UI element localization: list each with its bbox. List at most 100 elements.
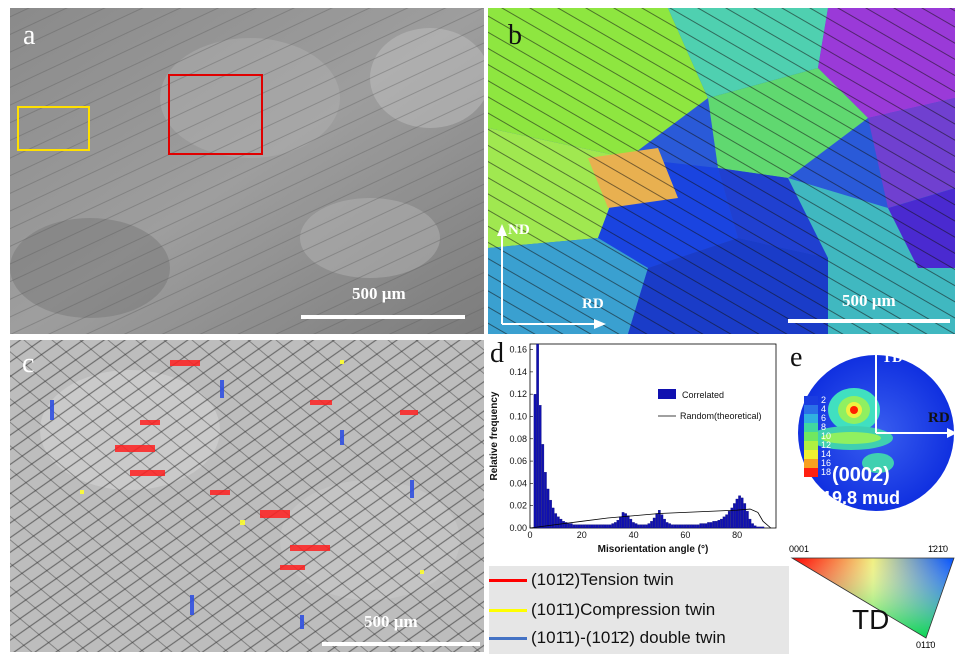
histogram-bar xyxy=(645,524,648,529)
y-tick-label: 0.06 xyxy=(509,456,527,466)
y-tick-label: 0.00 xyxy=(509,523,527,533)
histogram-bar xyxy=(626,515,630,529)
y-axis-title: Relative frequency xyxy=(489,391,500,480)
histogram-bar xyxy=(759,526,762,529)
histogram-bar xyxy=(541,444,545,529)
histogram-bar xyxy=(738,495,741,529)
x-tick-label: 20 xyxy=(577,530,587,540)
histogram-bar xyxy=(595,524,599,529)
histogram-bar xyxy=(616,520,620,529)
histogram-bar xyxy=(557,516,560,529)
histogram-bar xyxy=(650,521,653,529)
x-tick-label: 60 xyxy=(680,530,690,540)
scale-label-b: 500 µm xyxy=(842,291,896,310)
histogram-bar xyxy=(691,524,695,529)
histogram-bar xyxy=(665,522,669,529)
histogram-bar xyxy=(676,524,679,529)
histogram-bar xyxy=(567,523,570,529)
histogram-bar xyxy=(549,499,552,529)
ipf-color-key: 0001 1̄21̄0 011̄0 TD xyxy=(786,542,957,654)
histogram-bar xyxy=(588,524,591,529)
histogram-bar xyxy=(743,503,747,529)
legend-swatch-double xyxy=(489,636,527,640)
histogram-bar xyxy=(686,524,690,529)
histogram-bar xyxy=(673,524,677,529)
histogram-bar xyxy=(663,518,666,529)
pole-plane-label: (0002) xyxy=(832,464,890,486)
histogram-bar xyxy=(714,521,718,529)
legend-swatch-tension xyxy=(489,578,527,582)
colorbar-tick-label: 18 xyxy=(821,467,831,477)
histogram-bar xyxy=(642,524,646,529)
twin-legend: (101̄2)Tension twin (101̄1)Compression t… xyxy=(489,566,789,654)
histogram-bar xyxy=(614,522,617,529)
histogram-bar xyxy=(735,498,739,529)
histogram-bar xyxy=(660,514,664,529)
histogram-bar xyxy=(753,525,757,529)
histogram-bar xyxy=(536,343,539,529)
histogram-bar xyxy=(681,524,684,529)
scale-bar-b xyxy=(788,319,950,323)
histogram-bar xyxy=(572,524,576,529)
histogram-bar xyxy=(670,524,674,529)
pole-axis-rd: RD xyxy=(928,410,950,426)
histogram-bar xyxy=(647,523,651,529)
y-tick-label: 0.16 xyxy=(509,345,527,355)
y-tick-label: 0.02 xyxy=(509,501,527,511)
histogram-bar xyxy=(668,523,671,529)
histogram-bar xyxy=(730,507,734,529)
sem-micrograph xyxy=(10,8,484,334)
histogram-bar xyxy=(748,518,752,529)
scale-label-c: 500 µm xyxy=(364,612,418,631)
histogram-bar xyxy=(761,526,765,529)
scale-bar-c xyxy=(322,642,480,646)
legend-text-compression: (101̄1)Compression twin xyxy=(531,600,716,619)
histogram-bar xyxy=(740,497,744,529)
panel-e-pole-figure: 2 4 6 8 10 12 14 16 18 e TD RD (0002) 19.8 mud xyxy=(786,338,957,538)
scale-bar-a xyxy=(301,315,465,319)
axis-label-rd: RD xyxy=(582,296,604,312)
histogram-bar xyxy=(655,513,659,529)
histogram-bar xyxy=(551,507,555,529)
histogram-bar xyxy=(717,520,721,529)
histogram-bar xyxy=(632,522,635,529)
histogram-bar xyxy=(707,522,710,529)
pole-figure-colorbar xyxy=(804,396,818,477)
x-tick-label: 80 xyxy=(732,530,742,540)
panel-label-e: e xyxy=(790,342,803,373)
ipf-corner-0110: 011̄0 xyxy=(916,640,936,650)
ipf-corner-0001: 0001 xyxy=(789,544,810,554)
histogram-bar xyxy=(722,516,726,529)
panel-label-c: c xyxy=(22,348,35,379)
colorbar-tick-label: 8 xyxy=(821,422,826,432)
ipf-corner-1210: 1̄21̄0 xyxy=(928,544,949,554)
histogram-bar xyxy=(699,523,703,529)
axis-label-nd: ND xyxy=(508,222,530,238)
histogram-bar xyxy=(575,524,578,529)
histogram-bar xyxy=(593,524,596,529)
histogram-bar xyxy=(746,511,749,529)
histogram-bar xyxy=(538,405,542,529)
histogram-bar xyxy=(639,524,643,529)
histogram-bar xyxy=(546,488,550,529)
histogram-bar xyxy=(606,524,609,529)
histogram-bar xyxy=(694,524,697,529)
misorientation-chart: 0.00 0.02 0.04 0.06 0.08 0.10 0.12 0.14 0.16 0 20 4… xyxy=(489,343,777,555)
histogram-bar xyxy=(577,524,581,529)
yellow-highlight-box xyxy=(17,106,90,151)
colorbar-tick-label: 12 xyxy=(821,440,831,450)
colorbar-tick-label: 16 xyxy=(821,458,831,468)
histogram-bar xyxy=(564,522,568,529)
histogram-bar xyxy=(624,513,627,529)
histogram-bar xyxy=(569,523,573,529)
histogram-bar xyxy=(601,524,604,529)
histogram-bar xyxy=(619,516,622,529)
panel-d-histogram: 0.00 0.02 0.04 0.06 0.08 0.10 0.12 0.14 0.16 0 20 4… xyxy=(486,338,786,560)
y-tick-label: 0.04 xyxy=(509,478,527,488)
histogram-bar xyxy=(683,524,687,529)
histogram-bar xyxy=(582,524,586,529)
ipf-triangle xyxy=(790,557,955,639)
histogram-bar xyxy=(611,523,615,529)
x-tick-label: 40 xyxy=(629,530,639,540)
histogram-bar xyxy=(637,524,640,529)
